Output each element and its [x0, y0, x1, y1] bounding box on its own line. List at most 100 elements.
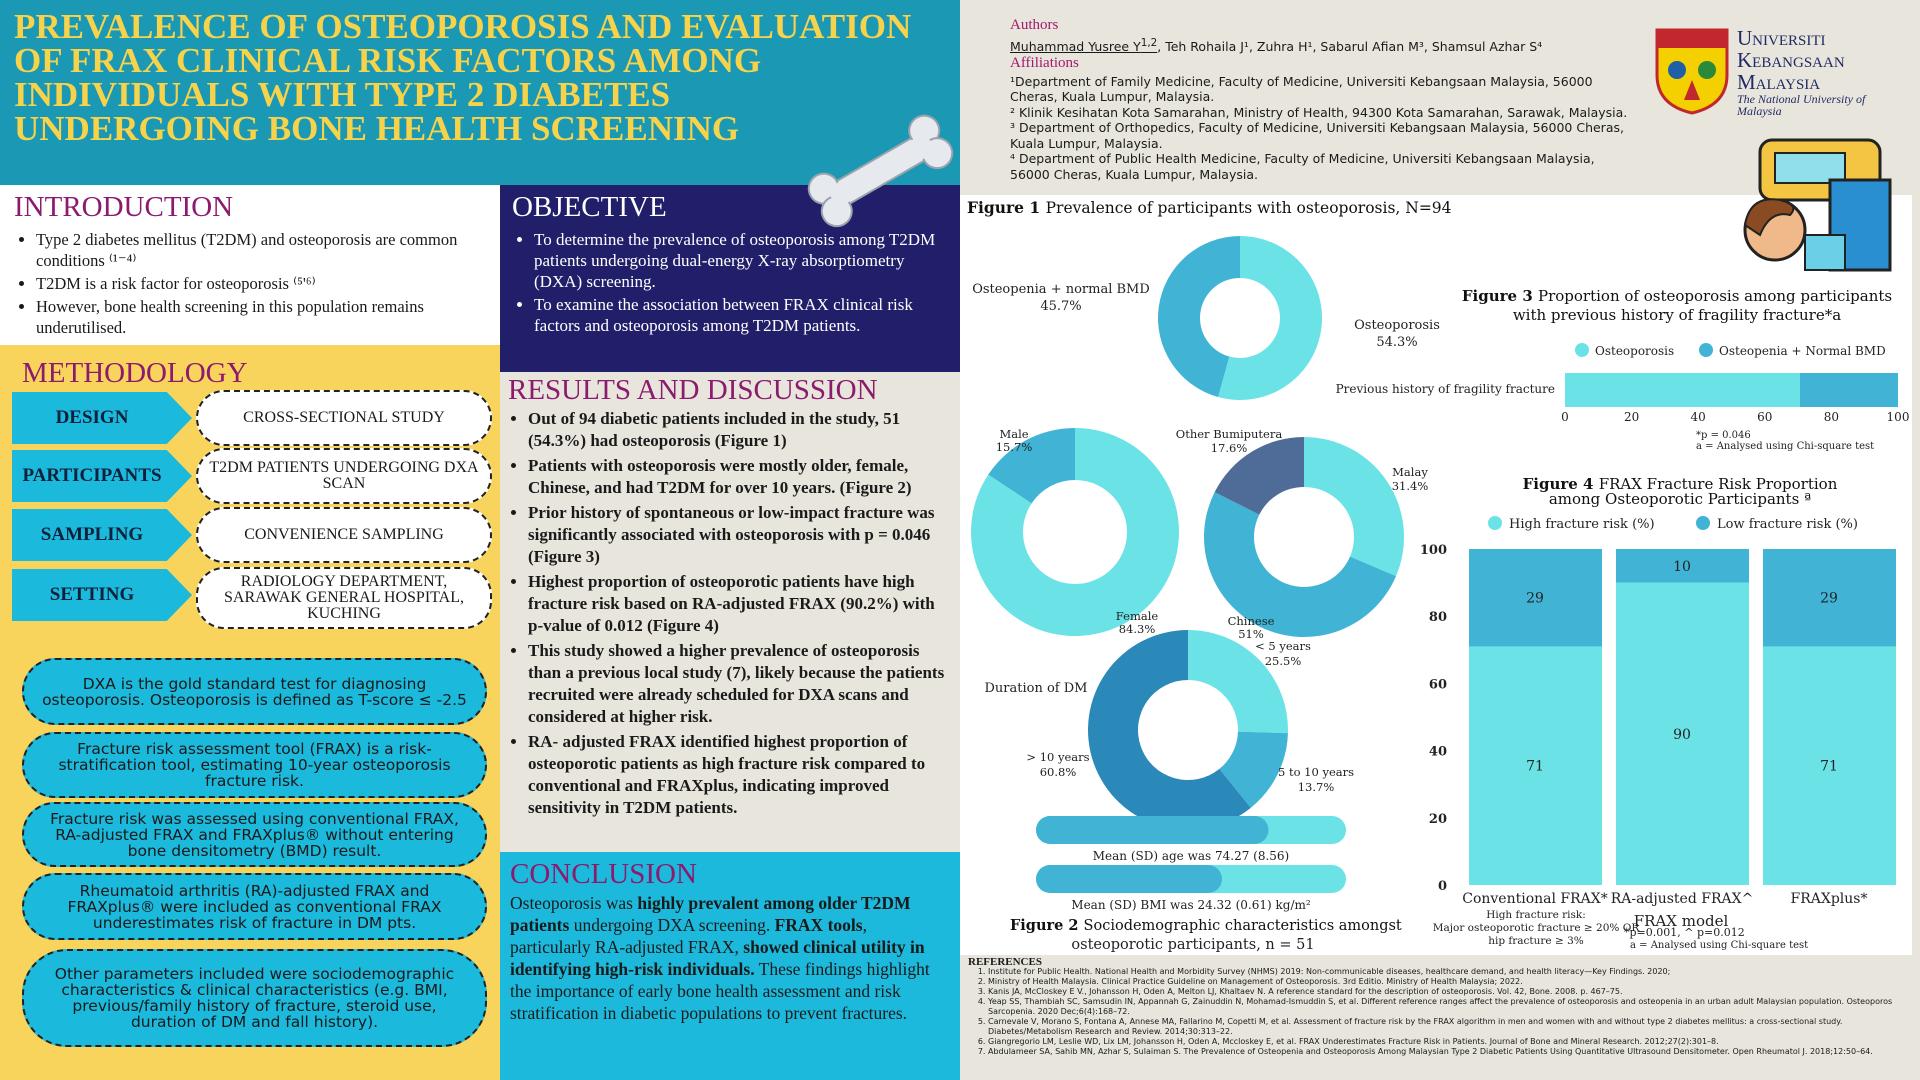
figure4-category-label: Conventional FRAX*	[1462, 891, 1608, 907]
method-note: DXA is the gold standard test for diagno…	[22, 658, 487, 725]
figure4-note: *p=0.001, ^ p=0.012	[1624, 926, 1745, 939]
figure2-caption-line2: osteoporotic participants, n = 51	[1071, 937, 1314, 953]
objective-item: To examine the association between FRAX …	[534, 294, 948, 336]
figure4-y-tick: 100	[1420, 543, 1447, 558]
figure4-bar-low	[1763, 549, 1896, 647]
figure3-x-tick: 100	[1887, 410, 1910, 424]
figure3-x-tick: 0	[1561, 410, 1569, 424]
duration-title: Duration of DM	[985, 681, 1088, 696]
references-heading: REFERENCES	[968, 956, 1042, 968]
figure4-legend-label: Low fracture risk (%)	[1717, 517, 1858, 532]
figure1-label-osteopenia: Osteopenia + normal BMD 45.7%	[972, 282, 1150, 314]
gender-label-male: Male 15.7%	[996, 427, 1033, 454]
method-note: Other parameters included were sociodemo…	[22, 949, 487, 1047]
introduction-heading: INTRODUCTION	[14, 191, 234, 223]
bone-illustration-icon	[807, 114, 954, 228]
conclusion-text: Osteoporosis was highly prevalent among …	[510, 893, 930, 1023]
figure4-data-label-low: 10	[1673, 559, 1691, 575]
reference-item: Carnevale V, Morano S, Fontana A, Annese…	[988, 1017, 1912, 1037]
ethnicity-label-malay: Malay 31.4%	[1392, 465, 1429, 493]
figure3-x-tick: 80	[1824, 410, 1839, 424]
duration-label-5to10: 5 to 10 years 13.7%	[1278, 765, 1354, 794]
reference-item: Abdulameer SA, Sahib MN, Azhar S, Sulaim…	[988, 1047, 1912, 1057]
figure3-x-tick: 20	[1624, 410, 1639, 424]
reference-item: Kanis JA, McCloskey E V., Johansson H, O…	[988, 987, 1912, 997]
sampling-label: SAMPLING	[12, 509, 192, 561]
result-item: This study showed a higher prevalence of…	[528, 640, 952, 728]
ukm-logo: Universiti Kebangsaan Malaysia The Nationa…	[1652, 25, 1897, 120]
duration-label-lt5: < 5 years 25.5%	[1255, 639, 1311, 668]
figure4-bar-high	[1469, 646, 1602, 885]
figure3-x-tick: 60	[1757, 410, 1772, 424]
reference-item: Institute for Public Health. National He…	[988, 967, 1912, 977]
duration-label-gt10: > 10 years 60.8%	[1026, 750, 1089, 779]
objective-section: OBJECTIVE To determine the prevalence of…	[500, 185, 960, 372]
figure4-bar-high	[1763, 646, 1896, 885]
figure4-caption: Figure 4 FRAX Fracture Risk Proportion am…	[1523, 475, 1838, 508]
sampling-value: CONVENIENCE SAMPLING	[196, 507, 492, 563]
setting-label: SETTING	[12, 569, 192, 621]
authors-heading: Authors	[1010, 17, 1059, 33]
figure3-bar-osteoporosis	[1565, 373, 1800, 407]
figure2-ethnicity-slice-malay	[1304, 437, 1404, 577]
figure4-y-tick: 80	[1429, 610, 1447, 625]
first-author: Muhammad Yusree Y1,2	[1010, 36, 1158, 54]
objective-item: To determine the prevalence of osteoporo…	[534, 229, 948, 292]
affiliations-heading: Affiliations	[1010, 55, 1079, 72]
figure3-x-tick: 40	[1691, 410, 1706, 424]
age-bar-fill	[1036, 816, 1269, 844]
figure4-note: a = Analysed using Chi-square test	[1630, 940, 1808, 951]
poster-title: Prevalence of osteoporosis and evaluatio…	[14, 7, 912, 148]
figure3-legend-label: Osteoporosis	[1595, 344, 1674, 358]
figure4-bar-high	[1616, 582, 1749, 885]
authors-panel: Authors Muhammad Yusree Y1,2, Teh Rohail…	[960, 0, 1920, 195]
methodology-section: METHODOLOGY DESIGN CROSS-SECTIONAL STUDY…	[0, 345, 500, 1080]
participants-value: T2DM PATIENTS UNDERGOING DXA SCAN	[196, 448, 492, 504]
dxa-scan-patient-icon	[1743, 138, 1892, 272]
methodology-heading: METHODOLOGY	[22, 357, 248, 389]
figure4-data-label-high: 90	[1673, 727, 1691, 743]
introduction-section: INTRODUCTION Type 2 diabetes mellitus (T…	[0, 185, 500, 345]
bmi-text: Mean (SD) BMI was 24.32 (0.61) kg/m²	[1071, 898, 1311, 912]
design-value: CROSS-SECTIONAL STUDY	[196, 390, 492, 446]
result-item: Prior history of spontaneous or low-impa…	[528, 502, 952, 568]
reference-item: Ministry of Health Malaysia. Clinical Pr…	[988, 977, 1912, 987]
gender-label-female: Female 84.3%	[1116, 609, 1159, 636]
figure4-legend-swatch	[1488, 516, 1502, 530]
bmi-bar-fill	[1036, 865, 1222, 893]
figure3-category-label: Previous history of fragility fracture	[1336, 382, 1555, 396]
figure3-note: a = Analysed using Chi-square test	[1696, 441, 1874, 452]
intro-item: Type 2 diabetes mellitus (T2DM) and oste…	[36, 229, 486, 271]
method-note: Fracture risk assessment tool (FRAX) is …	[22, 732, 487, 798]
figure1-label-osteoporosis: Osteoporosis 54.3%	[1354, 318, 1440, 350]
figure3-legend-label: Osteopenia + Normal BMD	[1719, 344, 1886, 358]
figure3-note: *p = 0.046	[1696, 430, 1751, 441]
figure4-y-tick: 0	[1438, 879, 1447, 894]
method-note: Rheumatoid arthritis (RA)-adjusted FRAX …	[22, 873, 487, 940]
figure4-bar-low	[1469, 549, 1602, 647]
figure4-data-label-low: 29	[1526, 591, 1544, 607]
figure2-duration-slice--5-years	[1188, 630, 1289, 734]
figure4-category-label: RA-adjusted FRAX^	[1611, 891, 1754, 907]
figure3-caption: Figure 3 Proportion of osteoporosis amon…	[1462, 287, 1892, 324]
design-label: DESIGN	[12, 392, 192, 444]
title-panel: Prevalence of osteoporosis and evaluatio…	[0, 0, 960, 185]
result-item: Highest proportion of osteoporotic patie…	[528, 571, 952, 637]
method-note: Fracture risk was assessed using convent…	[22, 802, 487, 867]
reference-item: Giangregorio LM, Leslie WD, Lix LM, Joha…	[988, 1037, 1912, 1047]
figure4-legend-swatch	[1696, 516, 1710, 530]
figure4-x-axis-label: FRAX model	[1634, 912, 1729, 930]
figure2-duration-slice--10-years	[1088, 630, 1251, 830]
figure2-caption: Figure 2 Sociodemographic characteristic…	[1010, 917, 1402, 934]
results-section: RESULTS AND DISCUSSION Out of 94 diabeti…	[500, 372, 960, 852]
intro-item: However, bone health screening in this p…	[36, 296, 486, 338]
figure3-bar-osteopenia	[1799, 373, 1898, 407]
figure4-bar-low	[1616, 549, 1749, 583]
figure3-legend-swatch	[1575, 343, 1589, 357]
figure2-ethnicity-slice-chinese	[1204, 492, 1397, 637]
result-item: RA- adjusted FRAX identified highest pro…	[528, 731, 952, 819]
figure4-y-tick: 40	[1429, 745, 1447, 760]
conclusion-heading: CONCLUSION	[510, 858, 697, 890]
figure4-category-label: FRAXplus*	[1791, 891, 1868, 907]
